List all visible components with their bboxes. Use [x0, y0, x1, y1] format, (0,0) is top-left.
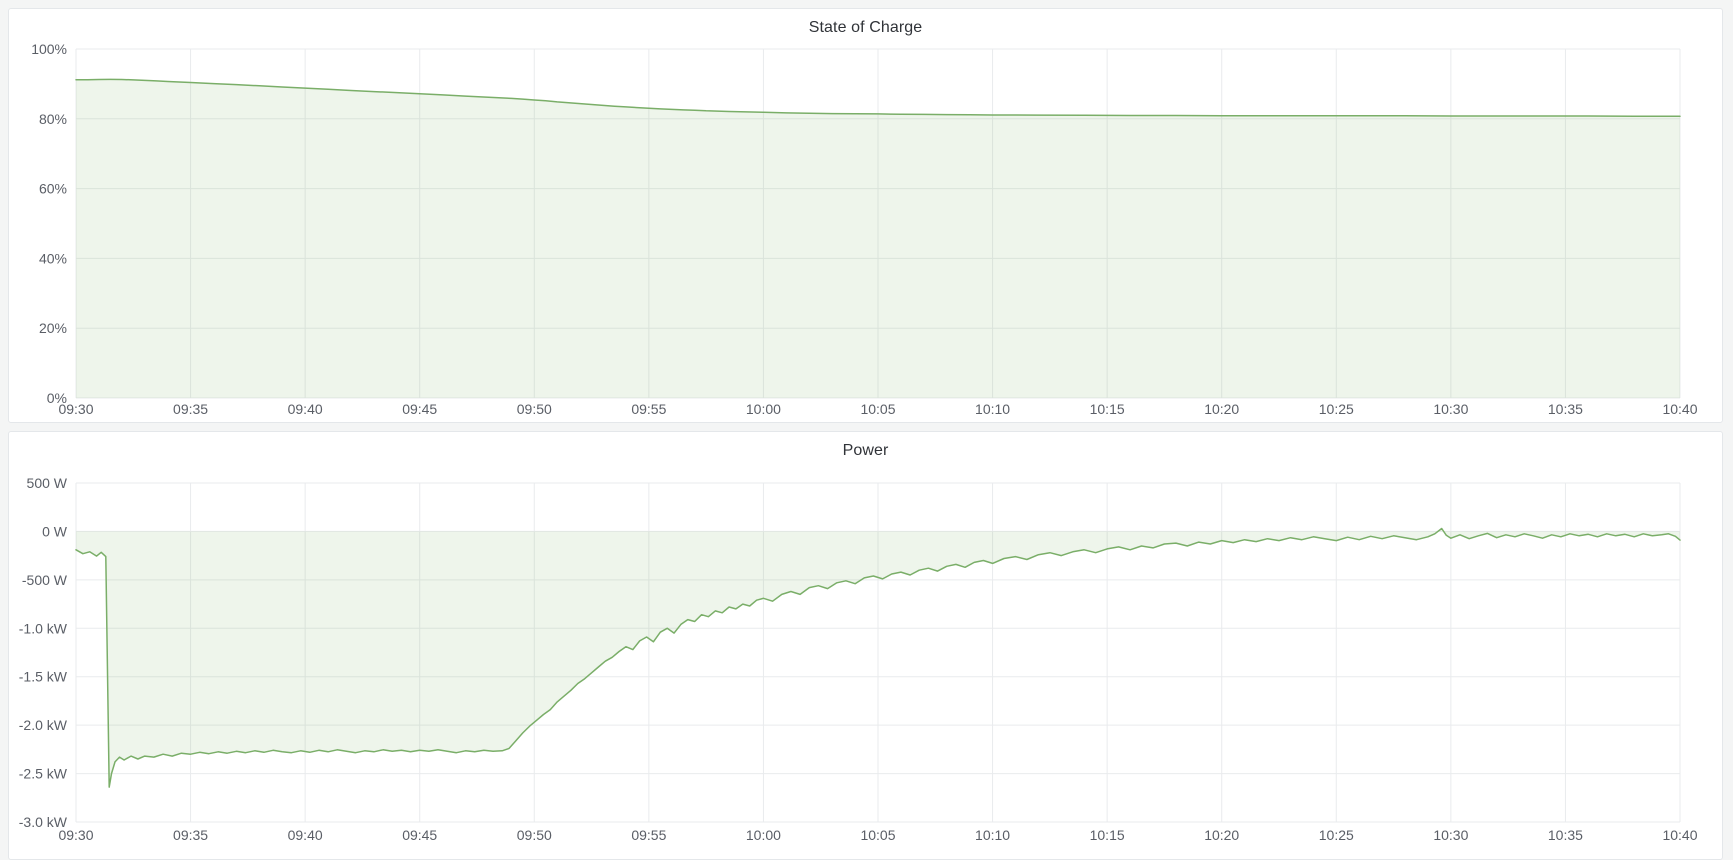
- y-axis-tick-label: 0 W: [42, 523, 68, 539]
- state-of-charge-chart[interactable]: 100% 80% 60% 40% 20% 0%09:30 09:35 09:40 09:45 09…: [9, 9, 1722, 422]
- y-axis-tick-label: 100%: [31, 41, 67, 57]
- y-axis-tick-label: 80%: [39, 111, 67, 127]
- y-axis-tick-label: -500 W: [22, 572, 68, 588]
- x-axis-tick-label: 09:40: [288, 827, 323, 843]
- y-axis-tick-label: -3.0 kW: [19, 814, 68, 830]
- x-axis-tick-label: 10:35: [1548, 827, 1583, 843]
- x-axis-tick-label: 09:55: [631, 827, 666, 843]
- x-axis-tick-label: 09:40: [288, 401, 323, 417]
- y-axis-tick-label: -2.5 kW: [19, 766, 68, 782]
- x-axis-tick-label: 10:25: [1319, 401, 1354, 417]
- x-axis-tick-label: 09:50: [517, 827, 552, 843]
- power-area-fill: [76, 528, 1680, 788]
- x-axis-tick-label: 10:40: [1662, 401, 1697, 417]
- x-axis-tick-label: 10:05: [860, 401, 895, 417]
- panel-power: Power 500 W 0 W -500 W -1.0 kW -1.5 kW -2.0 k…: [8, 431, 1723, 860]
- x-axis-tick-label: 10:10: [975, 827, 1010, 843]
- y-axis-tick-label: -2.0 kW: [19, 717, 68, 733]
- x-axis-tick-label: 09:45: [402, 401, 437, 417]
- y-axis-tick-label: 0%: [47, 390, 67, 406]
- y-axis-tick-label: -1.5 kW: [19, 669, 68, 685]
- y-axis-tick-label: 500 W: [27, 475, 68, 491]
- x-axis-tick-label: 10:10: [975, 401, 1010, 417]
- x-axis-tick-label: 09:45: [402, 827, 437, 843]
- y-axis-tick-label: 20%: [39, 320, 67, 336]
- state-of-charge-area-fill: [76, 79, 1680, 399]
- x-axis-tick-label: 10:30: [1433, 401, 1468, 417]
- panel-state-of-charge: State of Charge 100% 80% 60% 40% 20% 0% 09:30 0…: [8, 8, 1723, 423]
- y-axis-tick-label: 40%: [39, 250, 67, 266]
- x-axis-tick-label: 09:55: [631, 401, 666, 417]
- x-axis-tick-label: 09:35: [173, 827, 208, 843]
- power-chart[interactable]: 500 W 0 W -500 W -1.0 kW -1.5 kW -2.0 kW -2.5 …: [9, 432, 1722, 859]
- x-axis-tick-label: 10:00: [746, 401, 781, 417]
- x-axis-tick-label: 10:05: [860, 827, 895, 843]
- panel-title-power[interactable]: Power: [842, 442, 889, 459]
- x-axis-tick-label: 09:50: [517, 401, 552, 417]
- x-axis-tick-label: 10:20: [1204, 401, 1239, 417]
- x-axis-tick-label: 10:15: [1090, 401, 1125, 417]
- x-axis-tick-label: 09:30: [58, 401, 93, 417]
- x-axis-tick-label: 10:20: [1204, 827, 1239, 843]
- x-axis-tick-label: 09:35: [173, 401, 208, 417]
- y-axis-tick-label: -1.0 kW: [19, 620, 68, 636]
- x-axis-tick-label: 10:35: [1548, 401, 1583, 417]
- x-axis-tick-label: 09:30: [58, 827, 93, 843]
- x-axis-tick-label: 10:00: [746, 827, 781, 843]
- y-axis-tick-label: 60%: [39, 181, 67, 197]
- power-series-line: [75, 527, 1681, 788]
- x-axis-tick-label: 10:30: [1433, 827, 1468, 843]
- x-axis-tick-label: 10:40: [1662, 827, 1697, 843]
- x-axis-tick-label: 10:25: [1319, 827, 1354, 843]
- panel-title-state-of-charge[interactable]: State of Charge: [808, 19, 923, 36]
- state-of-charge-series-line: [75, 78, 1681, 117]
- x-axis-tick-label: 10:15: [1090, 827, 1125, 843]
